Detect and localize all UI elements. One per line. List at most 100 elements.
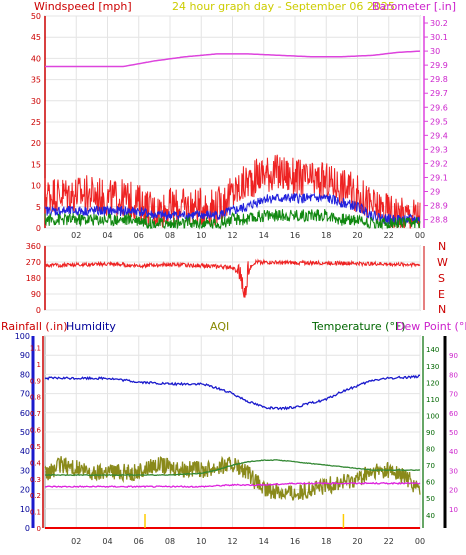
wind-low-line xyxy=(44,208,421,230)
temperature-ytick-label: 50 xyxy=(426,495,435,503)
dew-point-line xyxy=(44,481,421,489)
humidity-ytick-label: 90 xyxy=(20,351,30,360)
climate-xtick-label: 18 xyxy=(321,537,331,546)
baro-ytick-label: 28.8 xyxy=(430,216,448,225)
direction-ytick-label: 180 xyxy=(26,274,41,283)
climate-xtick-label: 00 xyxy=(415,537,425,546)
wind-xtick-label: 02 xyxy=(71,231,81,240)
rainfall-axis-title: Rainfall (.in) xyxy=(1,320,68,333)
climate-xtick-label: 22 xyxy=(384,537,394,546)
temperature-ytick-label: 90 xyxy=(426,429,435,437)
climate-xtick-label: 20 xyxy=(352,537,362,546)
humidity-ytick-label: 30 xyxy=(20,466,30,475)
wind-xtick-label: 16 xyxy=(290,231,300,240)
wind-xtick-label: 14 xyxy=(259,231,269,240)
baro-ytick-label: 29.2 xyxy=(430,159,448,168)
wind-ytick-label: 45 xyxy=(31,33,41,42)
direction-ytick-label: 90 xyxy=(31,290,41,299)
humidity-axis-title: Humidity xyxy=(66,320,116,333)
climate-xtick-label: 10 xyxy=(196,537,206,546)
barometer-line xyxy=(45,50,421,68)
dewpoint-ytick-label: 30 xyxy=(449,467,458,475)
baro-ytick-label: 29.6 xyxy=(430,103,448,112)
wind-ytick-label: 20 xyxy=(31,139,41,148)
wind-ytick-label: 50 xyxy=(31,12,41,21)
wind-ytick-label: 30 xyxy=(31,97,41,106)
windspeed-axis-title: Windspeed [mph] xyxy=(34,0,132,13)
baro-ytick-label: 29.7 xyxy=(430,89,448,98)
graph-title: 24 hour graph day - September 06 2025 xyxy=(172,0,395,13)
wind-xtick-label: 22 xyxy=(384,231,394,240)
wind-xtick-label: 20 xyxy=(352,231,362,240)
dewpoint-ytick-label: 10 xyxy=(449,506,458,514)
wind-xtick-label: 00 xyxy=(415,231,425,240)
dir-label-w: W xyxy=(437,256,448,269)
temperature-ytick-label: 40 xyxy=(426,512,435,520)
temperature-ytick-label: 80 xyxy=(426,446,435,454)
baro-ytick-label: 30 xyxy=(430,47,440,56)
dewpoint-ytick-label: 80 xyxy=(449,371,458,379)
climate-xtick-label: 08 xyxy=(165,537,175,546)
barometer-axis-title: Barometer [.in] xyxy=(372,0,456,13)
baro-ytick-label: 30.2 xyxy=(430,19,448,28)
humidity-ytick-label: 50 xyxy=(20,428,30,437)
direction-ytick-label: 360 xyxy=(26,242,41,251)
rainfall-ytick-label: 0.8 xyxy=(30,394,41,402)
humidity-ytick-label: 60 xyxy=(20,409,30,418)
climate-xtick-label: 02 xyxy=(71,537,81,546)
wind-ytick-label: 10 xyxy=(31,182,41,191)
dewpoint-ytick-label: 90 xyxy=(449,352,458,360)
baro-ytick-label: 28.9 xyxy=(430,202,448,211)
temperature-ytick-label: 60 xyxy=(426,479,435,487)
rainfall-ytick-label: 0.4 xyxy=(30,459,42,467)
wind-xtick-label: 10 xyxy=(196,231,206,240)
rainfall-ytick-label: 0.2 xyxy=(30,492,41,500)
direction-ytick-label: 0 xyxy=(36,306,41,315)
rainfall-ytick-label: 0.3 xyxy=(30,476,41,484)
humidity-ytick-label: 100 xyxy=(15,332,30,341)
wind-ytick-label: 0 xyxy=(36,224,41,233)
wind-ytick-label: 5 xyxy=(36,203,41,212)
temperature-ytick-label: 140 xyxy=(426,346,439,354)
dewpoint-ytick-label: 40 xyxy=(449,448,458,456)
wind-ytick-label: 15 xyxy=(31,160,41,169)
dewpoint-axis-title: Dew Point (°F) xyxy=(396,320,466,333)
aqi-label: AQI xyxy=(210,320,229,333)
baro-ytick-label: 29.1 xyxy=(430,173,448,182)
rainfall-ytick-label: 1.1 xyxy=(30,344,41,352)
plot-layer: 0510152025303540455028.828.92929.129.229… xyxy=(15,12,458,546)
baro-ytick-label: 29.5 xyxy=(430,117,448,126)
wind-xtick-label: 12 xyxy=(227,231,237,240)
temperature-ytick-label: 100 xyxy=(426,412,439,420)
temperature-axis-title: Temperature (°F) xyxy=(311,320,406,333)
rainfall-ytick-label: 0.5 xyxy=(30,443,41,451)
dir-label-n-top: N xyxy=(438,240,446,253)
baro-ytick-label: 29.3 xyxy=(430,145,448,154)
baro-ytick-label: 29.8 xyxy=(430,75,448,84)
wind-xtick-label: 04 xyxy=(102,231,112,240)
rainfall-ytick-label: 0 xyxy=(37,525,41,533)
wind-average-line xyxy=(44,192,421,226)
wind-ytick-label: 25 xyxy=(31,118,41,127)
wind-xtick-label: 18 xyxy=(321,231,331,240)
rainfall-ytick-label: 0.6 xyxy=(30,427,42,435)
wind-ytick-label: 40 xyxy=(31,54,41,63)
dewpoint-ytick-label: 50 xyxy=(449,429,458,437)
baro-ytick-label: 29.9 xyxy=(430,61,448,70)
temperature-ytick-label: 70 xyxy=(426,462,435,470)
climate-xtick-label: 06 xyxy=(134,537,144,546)
wind-xtick-label: 06 xyxy=(134,231,144,240)
temperature-ytick-label: 130 xyxy=(426,363,439,371)
humidity-ytick-label: 80 xyxy=(20,370,30,379)
temperature-ytick-label: 110 xyxy=(426,396,439,404)
direction-ytick-label: 270 xyxy=(26,258,41,267)
temperature-line xyxy=(44,459,421,477)
rainfall-ytick-label: 0.1 xyxy=(30,509,41,517)
humidity-ytick-label: 40 xyxy=(20,447,30,456)
humidity-ytick-label: 20 xyxy=(20,486,30,495)
dewpoint-ytick-label: 70 xyxy=(449,391,458,399)
rainfall-ytick-label: 1 xyxy=(37,361,41,369)
wind-xtick-label: 08 xyxy=(165,231,175,240)
temperature-ytick-label: 120 xyxy=(426,379,439,387)
